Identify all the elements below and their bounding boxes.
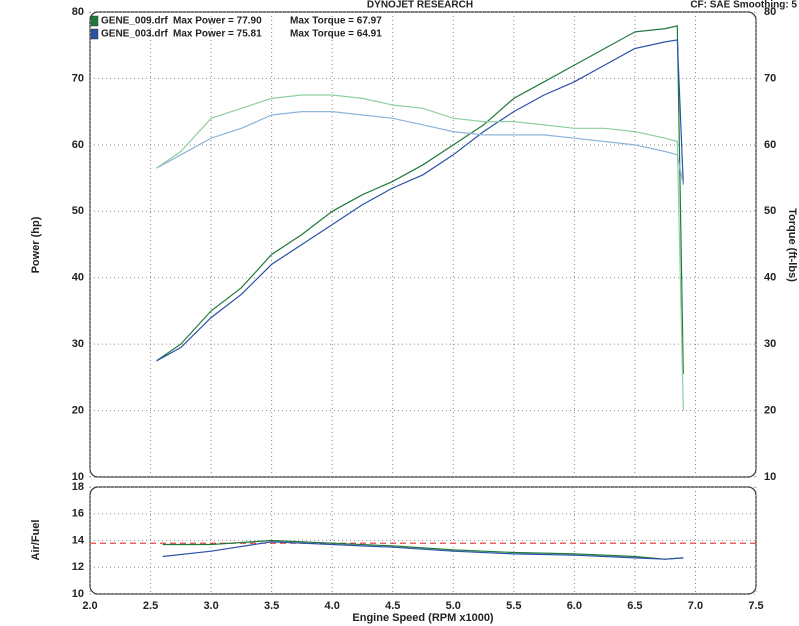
y-axis-label: Power (hp) (30, 216, 42, 273)
y2-tick-label: 40 (764, 272, 776, 284)
data-line (156, 25, 684, 375)
legend-swatch (90, 15, 99, 27)
x-tick-label: 4.0 (325, 600, 340, 612)
x-tick-label: 2.5 (143, 600, 158, 612)
y2-tick-label: 20 (764, 404, 776, 416)
x-tick-label: 4.5 (385, 600, 400, 612)
y-tick-label: 12 (72, 561, 84, 573)
data-line (162, 539, 684, 560)
y-tick-label: 10 (72, 588, 84, 600)
legend-label: GENE_009.drf (101, 16, 168, 27)
y-tick-label: 16 (72, 508, 84, 520)
x-tick-label: 5.5 (506, 600, 521, 612)
y-axis-label: Air/Fuel (30, 520, 42, 561)
legend-swatch (90, 28, 99, 40)
y-tick-label: 70 (72, 72, 84, 84)
y2-tick-label: 70 (764, 72, 776, 84)
data-line (156, 39, 684, 362)
y-tick-label: 80 (72, 6, 84, 18)
x-tick-label: 3.0 (203, 600, 218, 612)
data-line (156, 94, 684, 411)
data-line (156, 111, 684, 185)
legend-value: Max Torque = 67.97 (290, 16, 382, 27)
data-line (162, 541, 684, 560)
legend-value: Max Power = 75.81 (173, 29, 262, 40)
y-tick-label: 40 (72, 272, 84, 284)
y2-tick-label: 10 (764, 471, 776, 483)
y-tick-label: 60 (72, 139, 84, 151)
x-tick-label: 6.5 (627, 600, 642, 612)
x-tick-label: 3.5 (264, 600, 279, 612)
y2-tick-label: 50 (764, 205, 776, 217)
x-axis-label: Engine Speed (RPM x1000) (352, 612, 494, 624)
y2-axis-label: Torque (ft-lbs) (786, 208, 798, 282)
legend-value: Max Torque = 64.91 (290, 29, 382, 40)
y-tick-label: 50 (72, 205, 84, 217)
x-tick-label: 2.0 (82, 600, 97, 612)
chart-note: CF: SAE Smoothing: 5 (690, 0, 797, 11)
plot-frame (89, 11, 757, 478)
y-tick-label: 20 (72, 404, 84, 416)
chart-title: DYNOJET RESEARCH (367, 0, 473, 11)
legend-label: GENE_003.drf (101, 29, 168, 40)
y2-tick-label: 80 (764, 6, 776, 18)
y-tick-label: 14 (72, 534, 85, 546)
x-tick-label: 7.0 (688, 600, 703, 612)
x-tick-label: 5.0 (446, 600, 461, 612)
x-tick-label: 6.0 (567, 600, 582, 612)
y-tick-label: 18 (72, 481, 84, 493)
x-tick-label: 7.5 (748, 600, 763, 612)
y-tick-label: 30 (72, 338, 84, 350)
y2-tick-label: 30 (764, 338, 776, 350)
y2-tick-label: 60 (764, 139, 776, 151)
y-tick-label: 10 (72, 471, 84, 483)
legend-value: Max Power = 77.90 (173, 16, 262, 27)
